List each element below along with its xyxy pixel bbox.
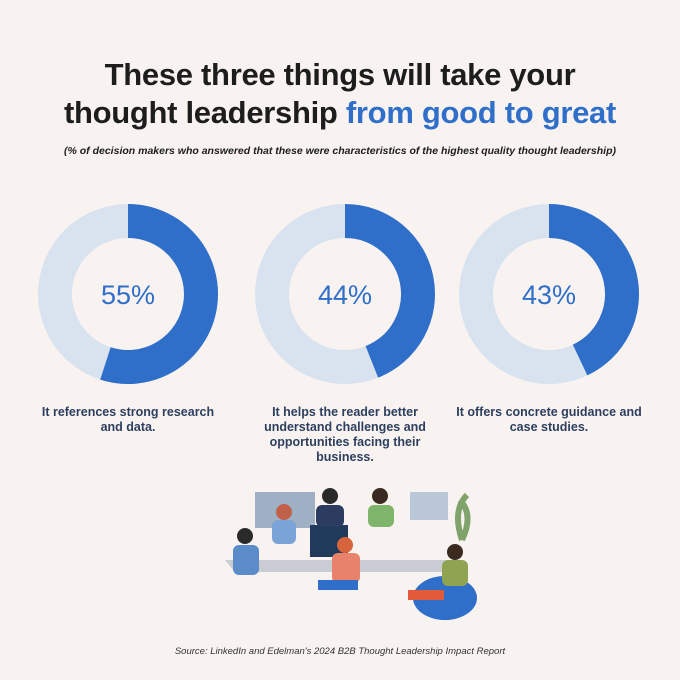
person [272,520,296,544]
value-label: 44% [318,280,372,310]
value-label: 55% [101,280,155,310]
person [316,505,344,527]
person [368,505,394,527]
title-highlight: from good to great [345,95,617,130]
value-label: 43% [522,280,576,310]
plant [455,492,471,542]
person [442,560,468,586]
person [332,553,360,583]
person [322,488,338,504]
person [318,580,358,590]
source: Source: LinkedIn and Edelman's 2024 B2B … [174,646,506,657]
caption: It offers concrete guidance and case stu… [456,405,642,434]
subtitle: (% of decision makers who answered that … [64,145,616,157]
person [408,590,444,600]
person [276,504,292,520]
person [372,488,388,504]
person [233,545,259,575]
beanbag [413,576,477,620]
donut-arc [344,204,435,378]
caption: It helps the reader better understand ch… [264,405,426,464]
title: These three things will take your thought… [0,56,680,132]
illustration [225,488,477,620]
person [237,528,253,544]
donut-arc [100,204,218,384]
caption: It references strong research and data. [41,405,215,434]
title-line: These three things will take your [104,57,576,92]
person [337,537,353,553]
donut-arc [548,204,639,376]
person [447,544,463,560]
title-line: thought leadership [63,95,338,130]
monitor [410,492,448,520]
